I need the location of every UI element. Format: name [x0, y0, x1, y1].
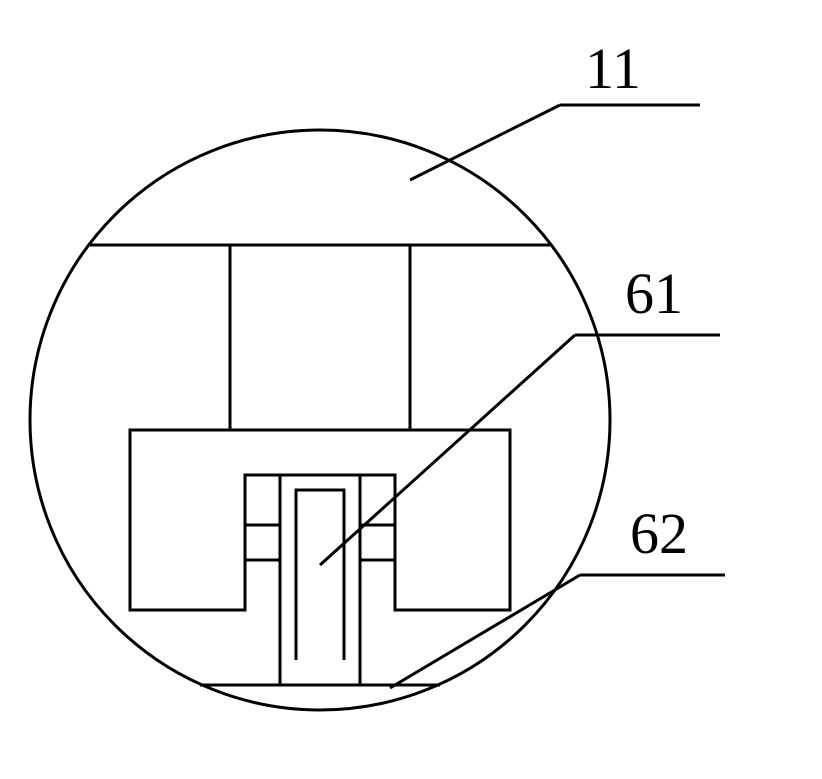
label-61: 61 — [625, 260, 683, 327]
label-62: 62 — [630, 500, 688, 567]
diagram-canvas — [0, 0, 822, 779]
label-11: 11 — [585, 35, 641, 102]
